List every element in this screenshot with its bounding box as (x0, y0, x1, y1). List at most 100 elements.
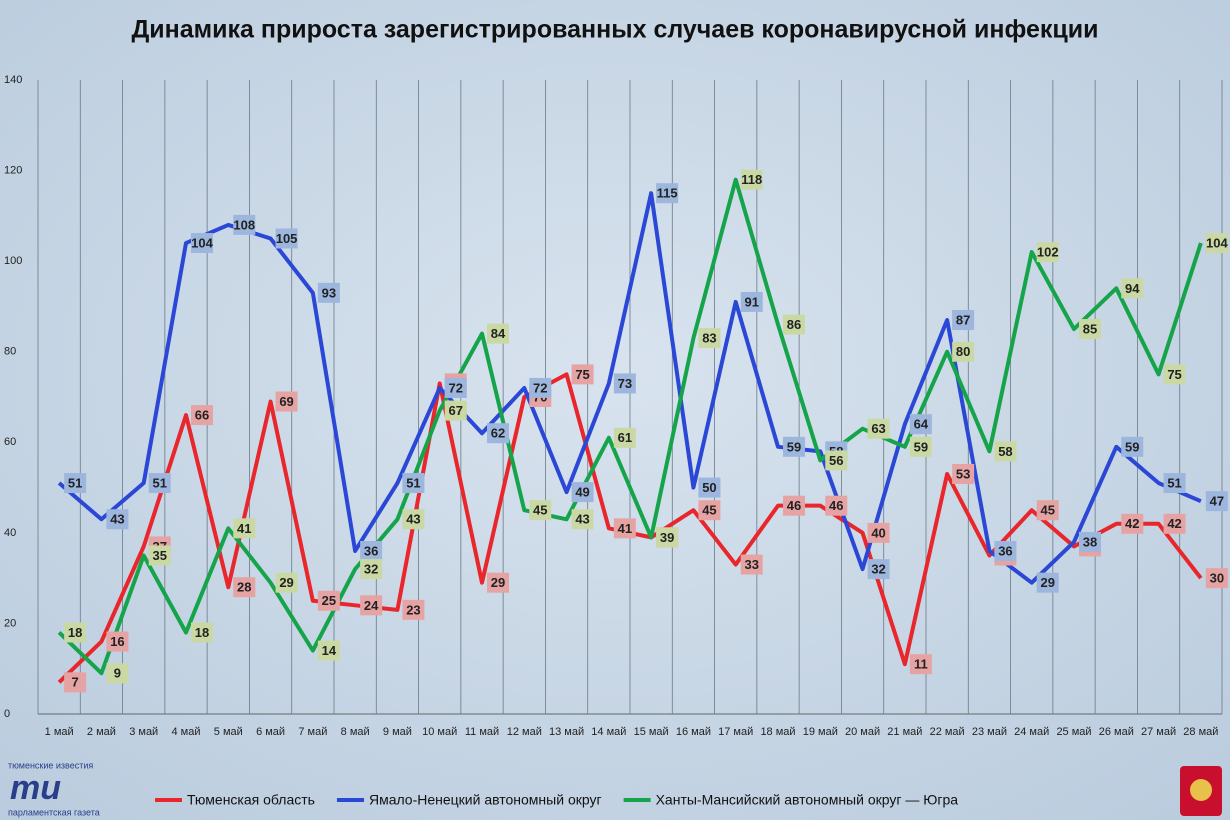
value-label-text: 50 (702, 480, 716, 495)
value-label-box (571, 509, 594, 530)
value-label: 9 (106, 663, 129, 684)
value-label: 28 (233, 577, 256, 598)
value-label: 51 (148, 473, 171, 494)
value-label-box (656, 527, 679, 548)
value-label-text: 45 (702, 503, 716, 518)
value-label-box (867, 522, 890, 543)
value-label: 104 (1205, 233, 1228, 254)
value-label: 23 (402, 599, 425, 620)
value-label-box (444, 377, 467, 398)
value-label: 84 (487, 323, 509, 344)
value-label: 18 (191, 622, 213, 643)
x-tick-label: 11 май (465, 726, 499, 738)
value-label-text: 33 (744, 557, 758, 572)
value-label: 75 (1163, 364, 1186, 385)
value-label-box (275, 391, 298, 412)
value-label: 118 (740, 169, 763, 190)
value-label-text: 18 (195, 625, 209, 640)
value-label-box (317, 640, 340, 661)
value-label-text: 73 (618, 376, 632, 391)
value-label: 72 (529, 377, 552, 398)
value-label: 85 (1079, 319, 1101, 340)
value-label: 61 (613, 427, 636, 448)
value-label: 80 (952, 341, 975, 362)
value-label: 32 (360, 559, 383, 580)
value-label: 36 (360, 540, 383, 561)
x-tick-label: 17 май (718, 726, 753, 738)
value-label-box (698, 477, 721, 498)
x-tick-label: 15 май (634, 726, 669, 738)
x-tick-label: 4 май (172, 726, 201, 738)
value-label-text: 64 (914, 417, 929, 432)
value-label: 45 (529, 500, 552, 521)
value-label: 50 (698, 477, 721, 498)
value-label: 105 (275, 228, 298, 249)
value-label-box (1163, 364, 1186, 385)
value-label-text: 18 (68, 625, 82, 640)
y-tick-label: 80 (4, 346, 16, 358)
value-label-text: 29 (491, 575, 505, 590)
value-label-box (783, 436, 805, 457)
y-tick-label: 20 (4, 617, 16, 629)
value-label: 43 (402, 509, 425, 530)
x-tick-label: 23 май (972, 726, 1007, 738)
value-label-text: 47 (1210, 494, 1224, 509)
value-label: 46 (783, 495, 805, 516)
x-tick-label: 27 май (1141, 726, 1176, 738)
value-label: 51 (402, 473, 425, 494)
value-label-text: 45 (1040, 503, 1054, 518)
chart-title: Динамика прироста зарегистрированных слу… (131, 16, 1098, 44)
value-label-box (909, 414, 932, 435)
value-label: 29 (487, 572, 509, 593)
value-label-text: 51 (152, 475, 166, 490)
value-label-box (994, 540, 1017, 561)
value-label-text: 75 (1167, 367, 1181, 382)
logo-bottom: парламентская газета (8, 807, 100, 817)
x-tick-label: 9 май (383, 726, 412, 738)
value-label-text: 36 (998, 543, 1012, 558)
value-label: 47 (1205, 491, 1228, 512)
value-label: 18 (64, 622, 87, 643)
value-label-text: 94 (1125, 281, 1140, 296)
value-label-text: 75 (575, 367, 589, 382)
value-label: 39 (656, 527, 679, 548)
value-label-box (1163, 513, 1186, 534)
value-label: 63 (867, 418, 890, 439)
x-tick-label: 20 май (845, 726, 880, 738)
value-label-box (444, 400, 467, 421)
value-label-box (571, 364, 594, 385)
value-label-text: 108 (233, 217, 255, 232)
value-label-text: 67 (448, 403, 462, 418)
value-label: 40 (867, 522, 890, 543)
emblem (1180, 766, 1222, 816)
legend-label: Ямало-Ненецкий автономный округ (369, 792, 602, 808)
value-label-text: 62 (491, 426, 505, 441)
value-label-text: 105 (276, 231, 298, 246)
x-tick-label: 2 май (87, 726, 116, 738)
value-label-box (317, 590, 340, 611)
y-tick-label: 140 (4, 74, 22, 86)
value-label-text: 91 (744, 294, 758, 309)
value-label-box (1205, 233, 1228, 254)
value-label: 94 (1121, 278, 1144, 299)
y-tick-label: 120 (4, 164, 22, 176)
value-label-box (233, 214, 256, 235)
value-label-text: 61 (618, 430, 632, 445)
value-label: 45 (1036, 500, 1059, 521)
value-label-text: 51 (406, 475, 420, 490)
value-label-text: 86 (787, 317, 801, 332)
logo-mark: ти (10, 769, 61, 807)
value-label-text: 104 (191, 235, 213, 250)
value-label: 24 (360, 595, 383, 616)
x-tick-label: 26 май (1099, 726, 1134, 738)
x-tick-label: 7 май (298, 726, 327, 738)
value-label-box (1036, 500, 1059, 521)
value-label: 46 (825, 495, 848, 516)
value-label: 93 (317, 282, 340, 303)
value-label-text: 59 (914, 439, 928, 454)
value-label-box (783, 495, 805, 516)
value-label-box (1121, 513, 1144, 534)
value-label: 43 (106, 509, 129, 530)
x-tick-label: 12 май (507, 726, 542, 738)
value-label-text: 93 (322, 285, 336, 300)
